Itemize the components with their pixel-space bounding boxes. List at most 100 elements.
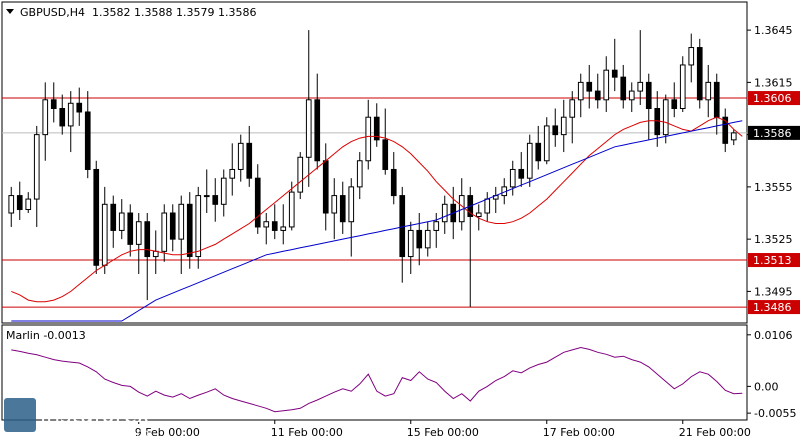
price-tick-label: 1.3525 [754, 233, 793, 246]
candle-body [118, 212, 125, 231]
candle-body [127, 212, 134, 245]
candle-body [645, 81, 652, 110]
candle-body [475, 212, 482, 217]
candle-body [628, 90, 635, 101]
level-price-box [748, 253, 800, 268]
candle-body [382, 139, 389, 170]
candle-body [577, 81, 584, 101]
time-tick-label: 21 Feb 00:00 [679, 426, 751, 439]
candle-body [271, 221, 278, 231]
candle-body [50, 99, 57, 110]
candle-body [178, 203, 185, 240]
candle-body [586, 81, 593, 92]
instaforex-logo: instaforex Instant Forex Trading [4, 398, 150, 439]
logo-tagline: Instant Forex Trading [44, 428, 149, 439]
time-tick-label: 11 Feb 00:00 [271, 426, 343, 439]
time-tick-label: 9 Feb 00:00 [135, 426, 200, 439]
candle-body [569, 99, 576, 118]
candle-body [203, 195, 210, 198]
candle-body [331, 195, 338, 214]
candle-body [441, 203, 448, 223]
price-tick-label: 1.3495 [754, 285, 793, 298]
candle-body [407, 229, 414, 258]
level-price-label: 1.3513 [753, 254, 792, 267]
candle-body [110, 203, 117, 231]
symbol-label: GBPUSD,H4 [20, 6, 85, 19]
candle-body [713, 81, 720, 118]
candle-body [637, 81, 644, 92]
candle-body [254, 177, 261, 228]
marlin-oscillator [11, 346, 743, 413]
candle-body [603, 69, 610, 101]
candle-body [484, 198, 491, 214]
candle-body [212, 195, 219, 205]
time-tick-label: 17 Feb 00:00 [543, 426, 615, 439]
logo-brand: instaforex [40, 403, 150, 428]
current-price-box [748, 125, 800, 140]
indicator-tick-label: 0.00 [754, 380, 779, 393]
candle-body [263, 221, 270, 228]
candle-body [416, 229, 423, 249]
candle-body [543, 125, 550, 162]
candle-body [688, 47, 695, 66]
candle-body [356, 160, 363, 188]
level-price-label: 1.3606 [753, 92, 792, 105]
candle-body [365, 116, 372, 162]
candle-body [390, 168, 397, 197]
candle-body [526, 142, 533, 179]
candle-body [671, 99, 678, 110]
candle-body [679, 64, 686, 110]
candle-body [314, 99, 321, 162]
candle-body [84, 111, 91, 170]
candle-body [322, 160, 329, 214]
candle-body [535, 142, 542, 162]
moving-averages [11, 116, 743, 322]
candle-body [195, 195, 202, 258]
price-tick-label: 1.3615 [754, 76, 793, 89]
candle-body [101, 203, 108, 266]
candle-body [654, 108, 661, 136]
slow-ma-line [11, 120, 743, 322]
candle-body [305, 99, 312, 158]
logo-emblem-icon [4, 398, 36, 432]
main-panel-frame [1, 1, 748, 324]
candlestick-series [8, 30, 737, 308]
candle-body [33, 134, 40, 200]
candle-body [339, 195, 346, 223]
current-price-label: 1.3586 [753, 127, 792, 140]
candle-body [297, 156, 304, 193]
time-tick-label: 15 Feb 00:00 [407, 426, 479, 439]
candle-body [348, 186, 355, 223]
candle-body [509, 168, 516, 188]
candle-body [186, 203, 193, 258]
dropdown-triangle-icon[interactable] [6, 9, 14, 14]
indicator-title: Marlin -0.0013 [6, 329, 86, 342]
price-axis: 1.36451.36151.35851.35551.35251.34950.01… [747, 24, 800, 420]
candle-body [161, 212, 168, 252]
candle-body [433, 221, 440, 231]
candle-body [280, 226, 287, 231]
candle-body [246, 142, 253, 179]
candle-body [611, 69, 618, 78]
candle-body [662, 99, 669, 136]
candle-body [220, 177, 227, 205]
ohlc-values: 1.3582 1.3588 1.3579 1.3586 [92, 6, 256, 19]
level-price-box [748, 91, 800, 106]
candle-body [696, 47, 703, 101]
candle-body [16, 195, 23, 211]
candle-body [144, 221, 151, 258]
candle-body [169, 212, 176, 240]
candle-body [424, 229, 431, 249]
fast-ma-line [11, 116, 743, 303]
candle-body [620, 76, 627, 101]
indicator-tick-label: 0.0106 [754, 329, 793, 342]
candle-body [288, 191, 295, 228]
candle-body [229, 168, 236, 179]
candle-body [59, 108, 66, 127]
indicator-panel-frame [1, 324, 748, 421]
candle-body [93, 168, 100, 266]
time-axis: 9 Feb 00:00 11 Feb 00:00 15 Feb 00:00 17 Fe… [135, 420, 751, 439]
candle-body [722, 116, 729, 144]
candle-body [25, 198, 32, 211]
